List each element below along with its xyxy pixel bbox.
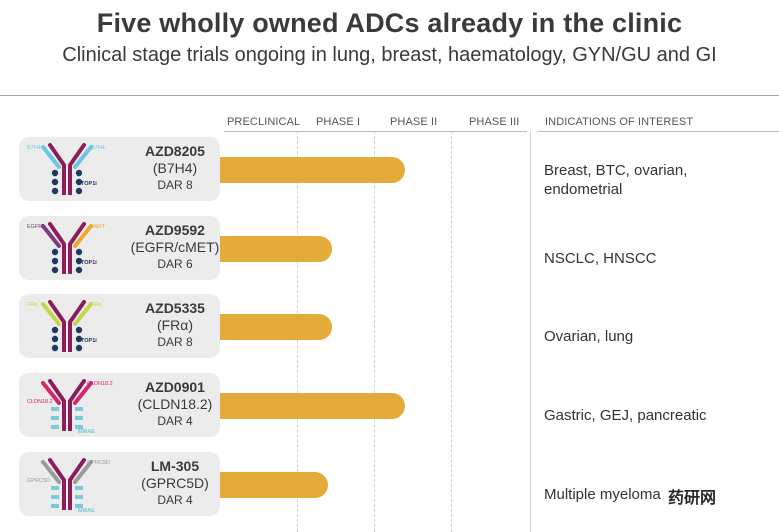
antibody-icon: EGFR cMET TOP1i [27,222,106,274]
drug-name: AZD9592 [145,222,205,238]
payload-mark [51,504,59,508]
header-phase-1: PHASE I [316,116,361,128]
payload-mark [75,326,83,334]
payload-mark [51,257,59,265]
payload-mark [51,344,59,352]
progress-bar [220,393,405,419]
progress-bar [220,314,332,340]
antigen-label-left: GPRC5D [27,478,50,484]
drug-info: AZD8205 (B7H4) DAR 8 [115,143,235,193]
payload-mark [75,187,83,195]
antibody-icon: B7H4 B7H4 TOP1i [27,143,105,195]
indication-text: Multiple myeloma [544,486,661,503]
drug-target: (FRα) [156,317,194,333]
header-phase-3: PHASE III [469,116,520,128]
payload-mark [75,248,83,256]
payload-mark [75,495,83,499]
payload-mark [75,486,83,490]
drug-card: CLDN18.2 CLDN18.2 MMAE AZD0901 (CLDN18.2) DAR… [19,373,220,437]
drug-target: (GPRC5D) [141,475,209,491]
drug-dar: DAR 8 [157,335,193,349]
indication-text: Breast, BTC, ovarian, endometrial [544,162,688,198]
drug-dar: DAR 8 [157,178,193,192]
drug-info: LM-305 (GPRC5D) DAR 4 [115,458,235,508]
stage-header-rule [224,131,527,132]
header-indications: INDICATIONS OF INTEREST [545,116,694,128]
drug-name: AZD8205 [145,143,205,159]
payload-label: MMAE [78,429,95,435]
header-phase-2: PHASE II [390,116,438,128]
drug-info: AZD9592 (EGFR/cMET) DAR 6 [115,222,235,272]
antigen-label-right: B7H4 [91,145,105,151]
antibody-icon: FRα FRα TOP1i [27,300,102,352]
payload-mark [51,187,59,195]
payload-mark [75,416,83,420]
indication-text: Gastric, GEJ, pancreatic [544,407,707,424]
antigen-label-right: GPRC5D [87,460,110,466]
payload-mark [75,257,83,265]
payload-mark [51,169,59,177]
payload-mark [51,266,59,274]
payload-label: TOP1i [81,338,97,344]
indication-text: NSCLC, HNSCC [544,250,657,267]
drug-target: (EGFR/cMET) [130,239,220,255]
divider-phase-2 [374,131,375,532]
payload-label: TOP1i [81,260,97,266]
antigen-label-left: EGFR [27,224,42,230]
antibody-icon: GPRC5D GPRC5D MMAE [27,458,110,514]
antibody-icon: CLDN18.2 CLDN18.2 MMAE [27,379,113,435]
antigen-label-left: B7H4 [27,145,41,151]
payload-mark [51,335,59,343]
watermark: 药研网 [668,490,717,507]
payload-mark [75,169,83,177]
drug-info: AZD0901 (CLDN18.2) DAR 4 [115,379,235,429]
divider-phase-3 [451,131,452,532]
drug-dar: DAR 4 [157,493,193,507]
payload-mark [75,344,83,352]
drug-name: LM-305 [150,458,200,474]
drug-target: (CLDN18.2) [137,396,213,412]
indications-header-rule [538,131,779,132]
page-title: Five wholly owned ADCs already in the cl… [96,8,683,38]
payload-label: MMAE [78,508,95,514]
payload-mark [75,178,83,186]
antigen-label-left: FRα [27,302,38,308]
progress-bar [220,157,405,183]
payload-mark [51,495,59,499]
page-subtitle: Clinical stage trials ongoing in lung, b… [62,44,717,66]
payload-mark [75,407,83,411]
progress-bar [220,472,328,498]
payload-mark [51,486,59,490]
drug-dar: DAR 6 [157,257,193,271]
antigen-label-right: FRα [91,302,102,308]
payload-mark [75,504,83,508]
payload-mark [75,266,83,274]
drug-dar: DAR 4 [157,414,193,428]
payload-mark [75,335,83,343]
payload-label: TOP1i [81,181,97,187]
antigen-label-left: CLDN18.2 [27,399,53,405]
divider-indications [530,131,531,532]
drug-info: AZD5335 (FRα) DAR 8 [115,300,235,350]
drug-name: AZD5335 [145,300,205,316]
drug-target: (B7H4) [152,160,198,176]
payload-mark [51,248,59,256]
drug-card: EGFR cMET TOP1i AZD9592 (EGFR/cMET) DAR 6 [19,216,220,280]
payload-mark [51,326,59,334]
drug-card: B7H4 B7H4 TOP1i AZD8205 (B7H4) DAR 8 [19,137,220,201]
payload-mark [75,425,83,429]
drug-card: GPRC5D GPRC5D MMAE LM-305 (GPRC5D) DAR 4 [19,452,220,516]
payload-mark [51,425,59,429]
payload-mark [51,407,59,411]
header-preclinical: PRECLINICAL [227,116,301,128]
progress-bar [220,236,332,262]
drug-name: AZD0901 [145,379,205,395]
drug-card: FRα FRα TOP1i AZD5335 (FRα) DAR 8 [19,294,220,358]
antigen-label-right: CLDN18.2 [87,381,113,387]
indication-text: Ovarian, lung [544,328,634,345]
top-divider [0,95,779,96]
payload-mark [51,178,59,186]
antigen-label-right: cMET [91,224,106,230]
payload-mark [51,416,59,420]
